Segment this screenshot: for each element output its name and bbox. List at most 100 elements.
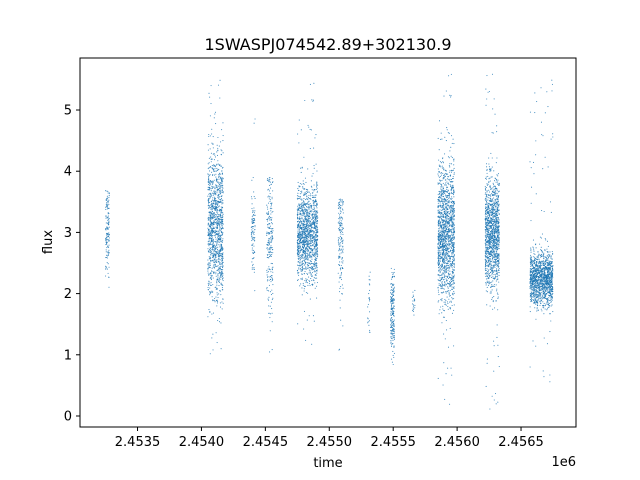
data-point	[305, 225, 307, 227]
data-point	[217, 250, 219, 252]
data-point	[450, 231, 453, 233]
data-point	[339, 277, 341, 279]
data-point	[220, 197, 223, 200]
data-point	[106, 237, 108, 239]
data-point	[271, 267, 273, 269]
data-point	[452, 277, 454, 279]
data-point	[297, 207, 299, 209]
data-point	[208, 283, 210, 285]
data-point	[215, 273, 217, 275]
data-point	[449, 205, 451, 207]
data-point	[414, 289, 416, 292]
data-point	[297, 181, 299, 184]
data-point	[443, 191, 446, 193]
data-point	[314, 254, 316, 256]
data-point	[338, 244, 340, 246]
data-point	[302, 221, 304, 223]
data-point	[315, 218, 317, 220]
data-point	[304, 261, 306, 264]
data-point	[391, 311, 393, 313]
data-point	[449, 186, 452, 188]
data-point	[392, 363, 394, 366]
data-point	[445, 271, 447, 273]
data-point	[312, 192, 314, 194]
data-point	[207, 232, 209, 234]
data-point	[298, 229, 301, 231]
data-point	[491, 166, 493, 168]
data-point	[338, 198, 340, 200]
data-point	[445, 299, 447, 302]
data-point	[303, 198, 305, 200]
data-point	[268, 180, 270, 182]
data-point	[313, 261, 316, 263]
data-point	[445, 252, 447, 254]
data-point	[447, 267, 449, 269]
data-point	[310, 217, 312, 219]
data-point	[219, 201, 221, 203]
data-point	[314, 219, 316, 221]
data-point	[108, 246, 110, 248]
data-point	[312, 248, 315, 250]
data-point	[313, 214, 315, 216]
data-point	[453, 238, 455, 240]
data-point	[449, 166, 451, 168]
data-point	[307, 215, 310, 217]
data-point	[449, 264, 451, 266]
data-point	[302, 228, 305, 230]
data-point	[439, 244, 441, 246]
data-point	[221, 289, 223, 291]
data-point	[453, 203, 456, 205]
data-point	[448, 165, 450, 167]
data-point	[272, 252, 274, 254]
data-point	[218, 196, 220, 198]
data-point	[107, 263, 109, 265]
data-point	[252, 214, 255, 216]
data-point	[337, 204, 339, 207]
data-point	[212, 247, 214, 249]
data-point	[300, 231, 302, 233]
data-point	[214, 297, 216, 300]
data-point	[439, 205, 441, 207]
data-point	[339, 212, 342, 214]
data-point	[271, 289, 273, 291]
data-point	[441, 241, 443, 243]
data-point	[393, 276, 395, 278]
data-point	[443, 275, 446, 277]
data-point	[216, 279, 218, 281]
data-point	[299, 240, 302, 242]
data-point	[218, 270, 220, 272]
data-point	[310, 247, 312, 250]
data-point	[314, 250, 316, 252]
data-point	[450, 265, 452, 267]
data-point	[305, 224, 307, 226]
data-point	[445, 231, 447, 233]
data-point	[437, 223, 439, 225]
data-point	[212, 252, 214, 254]
data-point	[214, 187, 216, 189]
data-point	[315, 262, 317, 264]
data-point	[221, 244, 223, 246]
data-point	[314, 232, 316, 234]
data-point	[310, 129, 312, 131]
data-point	[267, 226, 269, 228]
data-point	[213, 193, 215, 195]
data-point	[309, 298, 311, 300]
data-point	[210, 284, 212, 286]
data-point	[219, 290, 222, 292]
data-point	[218, 238, 220, 240]
data-point	[215, 254, 217, 256]
data-point	[306, 273, 309, 275]
data-point	[270, 262, 272, 265]
data-point	[443, 205, 445, 207]
data-point	[316, 225, 318, 227]
data-point	[300, 213, 302, 216]
data-point	[337, 207, 340, 209]
data-point	[448, 234, 450, 237]
data-point	[252, 212, 254, 214]
data-point	[216, 305, 218, 307]
data-point	[450, 193, 452, 195]
data-point	[303, 264, 305, 266]
data-point	[442, 245, 444, 247]
data-point	[251, 198, 253, 200]
data-point	[252, 218, 254, 220]
